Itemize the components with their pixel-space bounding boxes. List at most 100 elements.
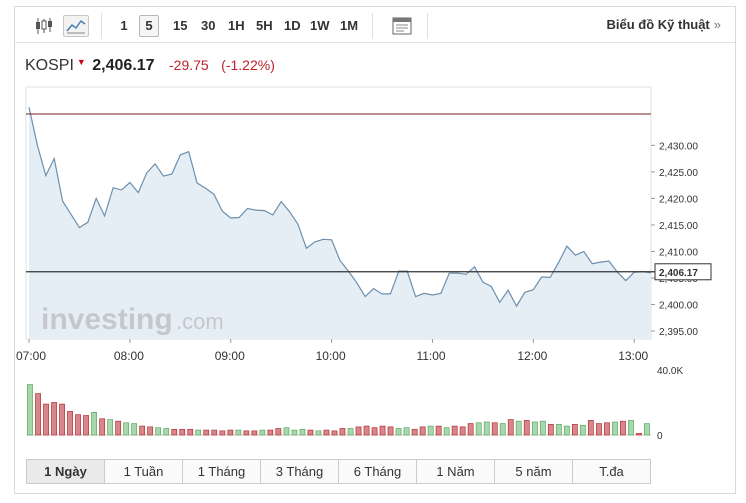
volume-bar <box>604 422 610 436</box>
volume-bar <box>299 428 306 436</box>
current-price-label: 2,406.17 <box>659 268 698 279</box>
volume-bar <box>523 420 530 436</box>
volume-bar <box>67 411 73 436</box>
last-price: 2,406.17 <box>92 57 155 74</box>
x-tick-label: 08:00 <box>114 349 144 363</box>
y-tick-label: 2,415.00 <box>659 221 698 232</box>
volume-bar <box>636 433 642 436</box>
toolbar-divider <box>101 13 102 39</box>
volume-bar <box>323 429 330 436</box>
period-1-year[interactable]: 1 Năm <box>417 460 495 483</box>
volume-bar <box>235 429 242 436</box>
period-1-day[interactable]: 1 Ngày <box>27 460 105 483</box>
volume-bar <box>147 426 154 436</box>
volume-bar <box>171 428 178 436</box>
technical-chart-link[interactable]: Biểu đồ Kỹ thuật» <box>606 17 721 32</box>
chevron-right-icon: » <box>713 17 721 32</box>
volume-bar <box>371 427 378 436</box>
volume-bar <box>259 429 266 436</box>
y-tick-label: 2,410.00 <box>659 247 698 258</box>
chart-toolbar: 1 5 15 30 1H 5H 1D 1W 1M Biểu đồ Kỹ thuậ… <box>15 7 735 43</box>
volume-bar <box>475 422 482 436</box>
calendar-icon[interactable] <box>389 15 415 37</box>
volume-bar <box>451 425 458 436</box>
volume-bar <box>243 430 250 436</box>
volume-bar <box>628 420 634 436</box>
volume-bar <box>43 403 49 436</box>
volume-bar <box>363 425 370 436</box>
x-tick-label: 11:00 <box>416 349 445 363</box>
toolbar-divider <box>372 13 373 39</box>
chart-widget: 1 5 15 30 1H 5H 1D 1W 1M Biểu đồ Kỹ thuậ… <box>14 6 736 494</box>
x-tick-label: 10:00 <box>316 349 346 363</box>
investing-logo: investing <box>41 303 173 336</box>
area-chart-icon[interactable] <box>63 15 89 37</box>
volume-bar <box>427 425 434 436</box>
volume-bar <box>51 402 57 436</box>
volume-bar <box>91 411 97 436</box>
price-change: -29.75 <box>169 57 209 73</box>
volume-bar <box>596 423 602 436</box>
volume-bar <box>227 429 234 436</box>
volume-bar <box>251 430 258 436</box>
volume-bar <box>283 427 290 436</box>
volume-bar <box>483 421 490 436</box>
interval-1m[interactable]: 1M <box>340 18 359 33</box>
down-arrow-icon: ▼ <box>76 57 86 67</box>
y-tick-label: 2,425.00 <box>659 168 698 179</box>
interval-5[interactable]: 5 <box>139 15 159 37</box>
price-change-percent: (-1.22%) <box>221 57 275 73</box>
volume-bar <box>195 429 202 436</box>
interval-1w[interactable]: 1W <box>310 18 330 33</box>
y-tick-label: 2,400.00 <box>659 301 698 312</box>
toolbar-divider <box>427 13 428 39</box>
interval-1d[interactable]: 1D <box>284 18 301 33</box>
volume-tick-label: 40.0K <box>657 366 683 377</box>
volume-bar <box>211 429 218 436</box>
volume-bar <box>291 429 298 436</box>
candlestick-icon[interactable] <box>31 15 57 37</box>
x-tick-label: 12:00 <box>517 349 547 363</box>
interval-30[interactable]: 30 <box>201 18 216 33</box>
volume-bar <box>267 429 274 436</box>
y-tick-label: 2,420.00 <box>659 194 698 205</box>
volume-bar <box>203 429 210 436</box>
volume-bar <box>459 426 466 436</box>
volume-bar <box>139 425 146 436</box>
period-1-week[interactable]: 1 Tuần <box>105 460 183 483</box>
volume-bar <box>491 422 498 436</box>
investing-logo-domain: .com <box>176 309 224 334</box>
volume-bar <box>107 419 114 436</box>
volume-tick-label: 0 <box>657 431 663 442</box>
period-3-months[interactable]: 3 Tháng <box>261 460 339 483</box>
period-max[interactable]: T.đa <box>573 460 650 483</box>
period-5-years[interactable]: 5 năm <box>495 460 573 483</box>
volume-bar <box>123 422 130 436</box>
volume-bar <box>587 420 594 436</box>
volume-bar <box>99 418 106 436</box>
current-price-box <box>654 263 712 281</box>
volume-bar <box>339 428 346 436</box>
volume-bar <box>35 393 41 436</box>
volume-bar <box>59 403 65 436</box>
volume-bar <box>275 428 282 436</box>
y-tick-label: 2,430.00 <box>659 141 698 152</box>
interval-1h[interactable]: 1H <box>228 18 245 33</box>
price-chart: 2,395.002,400.002,405.002,410.002,415.00… <box>16 86 712 442</box>
volume-bar <box>531 421 538 436</box>
x-tick-label: 07:00 <box>16 349 46 363</box>
volume-bar <box>219 430 226 436</box>
volume-bar <box>75 414 81 436</box>
volume-bar <box>179 428 186 436</box>
y-tick-label: 2,395.00 <box>659 327 698 338</box>
interval-1[interactable]: 1 <box>120 18 128 33</box>
volume-bar <box>163 428 170 436</box>
interval-5h[interactable]: 5H <box>256 18 273 33</box>
x-tick-label: 09:00 <box>215 349 245 363</box>
interval-15[interactable]: 15 <box>173 18 188 33</box>
period-6-months[interactable]: 6 Tháng <box>339 460 417 483</box>
volume-bar <box>411 428 418 436</box>
period-1-month[interactable]: 1 Tháng <box>183 460 261 483</box>
volume-bar <box>27 384 33 436</box>
price-line <box>28 107 652 308</box>
